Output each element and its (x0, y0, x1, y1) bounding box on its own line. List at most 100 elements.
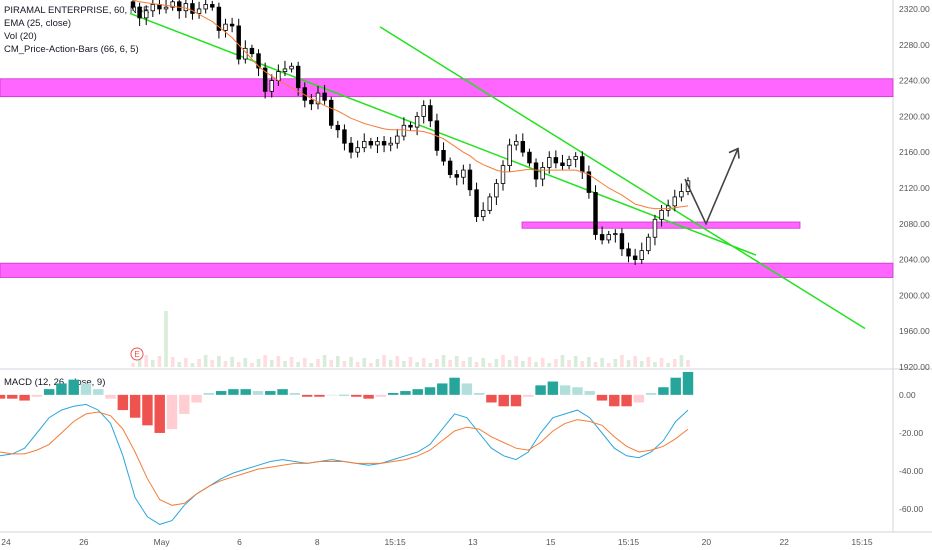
candle (659, 209, 664, 220)
volume-bar (250, 363, 254, 367)
candle (619, 233, 625, 250)
candle (586, 171, 592, 193)
macd-histogram-bar (215, 391, 227, 395)
volume-bar (283, 361, 287, 367)
price-tick-label: 1920.00 (899, 362, 930, 372)
volume-bar (223, 361, 228, 367)
volume-bar (197, 359, 201, 367)
volume-bar (190, 363, 195, 367)
candle (553, 157, 559, 164)
candle (362, 141, 367, 149)
candle (375, 141, 380, 146)
volume-bar (461, 361, 466, 367)
candle (335, 124, 341, 131)
macd-histogram-bar (400, 391, 411, 395)
macd-histogram-bar (609, 394, 620, 407)
volume-bar (177, 362, 182, 367)
candle (262, 67, 268, 92)
candle (566, 158, 572, 166)
macd-legend: MACD (12, 26, close, 9) (4, 377, 106, 388)
volume-bar (309, 363, 314, 367)
volume-bar (540, 358, 545, 367)
volume-bar (203, 355, 208, 367)
candle (289, 65, 294, 70)
volume-bar (686, 360, 690, 367)
price-action-indicator-label: CM_Price-Action-Bars (66, 6, 5) (4, 44, 139, 55)
price-tick-label: 1960.00 (899, 326, 930, 336)
price-tick-label: 2000.00 (899, 290, 930, 300)
macd-histogram-bar (252, 391, 264, 395)
macd-histogram-bar (240, 389, 251, 395)
candle (236, 25, 241, 60)
macd-histogram-bar (559, 385, 571, 395)
volume-bar (653, 362, 657, 367)
volume-bar (362, 358, 367, 367)
macd-histogram-bar (596, 394, 608, 401)
time-tick-label: 15 (546, 537, 556, 547)
volume-bar (554, 359, 558, 367)
candle (315, 92, 321, 105)
candle (421, 105, 426, 117)
candle (143, 10, 149, 19)
volume-bar (230, 357, 234, 367)
price-tick-label: 2080.00 (899, 219, 930, 229)
macd-histogram-bar (424, 387, 436, 395)
macd-histogram-bar (645, 392, 657, 395)
time-tick-label: 15:15 (851, 537, 873, 547)
candle (533, 162, 539, 180)
candle (163, 6, 169, 10)
macd-histogram-bar (228, 389, 239, 395)
candle (500, 165, 506, 184)
macd-histogram-bar (461, 383, 473, 395)
candle (560, 162, 565, 166)
macd-histogram-bar (19, 394, 30, 401)
candle (454, 174, 459, 178)
candle (309, 99, 314, 105)
volume-bar (626, 360, 631, 367)
macd-histogram-bar (277, 389, 288, 395)
macd-histogram-bar (670, 377, 681, 395)
volume-bar (210, 360, 215, 367)
volume-bar (620, 355, 624, 367)
volume-bar (408, 357, 413, 367)
candle (322, 92, 327, 101)
macd-histogram-bar (31, 394, 43, 397)
candle (652, 218, 658, 238)
candle (177, 1, 182, 12)
volume-bar (527, 357, 532, 367)
volume-bar (428, 363, 433, 367)
candle (632, 255, 638, 260)
volume-bar (507, 360, 512, 367)
volume-bar (269, 360, 274, 367)
volume-bar (448, 360, 452, 367)
time-tick-label: 26 (79, 537, 89, 547)
macd-histogram-bar (80, 383, 92, 395)
volume-bar (131, 363, 135, 367)
volume-bar (236, 362, 241, 367)
macd-histogram-bar (387, 392, 399, 395)
macd-histogram-bar (449, 377, 460, 395)
volume-bar (441, 355, 446, 367)
macd-histogram-bar (326, 394, 337, 396)
macd-histogram-bar (105, 394, 116, 399)
volume-bar (256, 359, 261, 367)
candle (513, 141, 519, 146)
candle (210, 4, 215, 8)
candle (256, 53, 261, 69)
candle (328, 99, 334, 126)
time-tick-label: 20 (702, 537, 712, 547)
candle (342, 129, 347, 144)
macd-histogram-bar (375, 394, 387, 397)
macd-histogram-bar (486, 394, 497, 403)
macd-histogram-bar (510, 394, 522, 407)
candle (606, 234, 611, 241)
volume-bar (289, 357, 294, 367)
volume-bar (243, 358, 248, 367)
candle (494, 183, 499, 198)
projection-arrowhead (728, 147, 740, 159)
ema-line (132, 0, 689, 210)
channel-upper-line (379, 26, 866, 330)
macd-histogram-bar (547, 381, 559, 395)
volume-bar (587, 357, 591, 367)
